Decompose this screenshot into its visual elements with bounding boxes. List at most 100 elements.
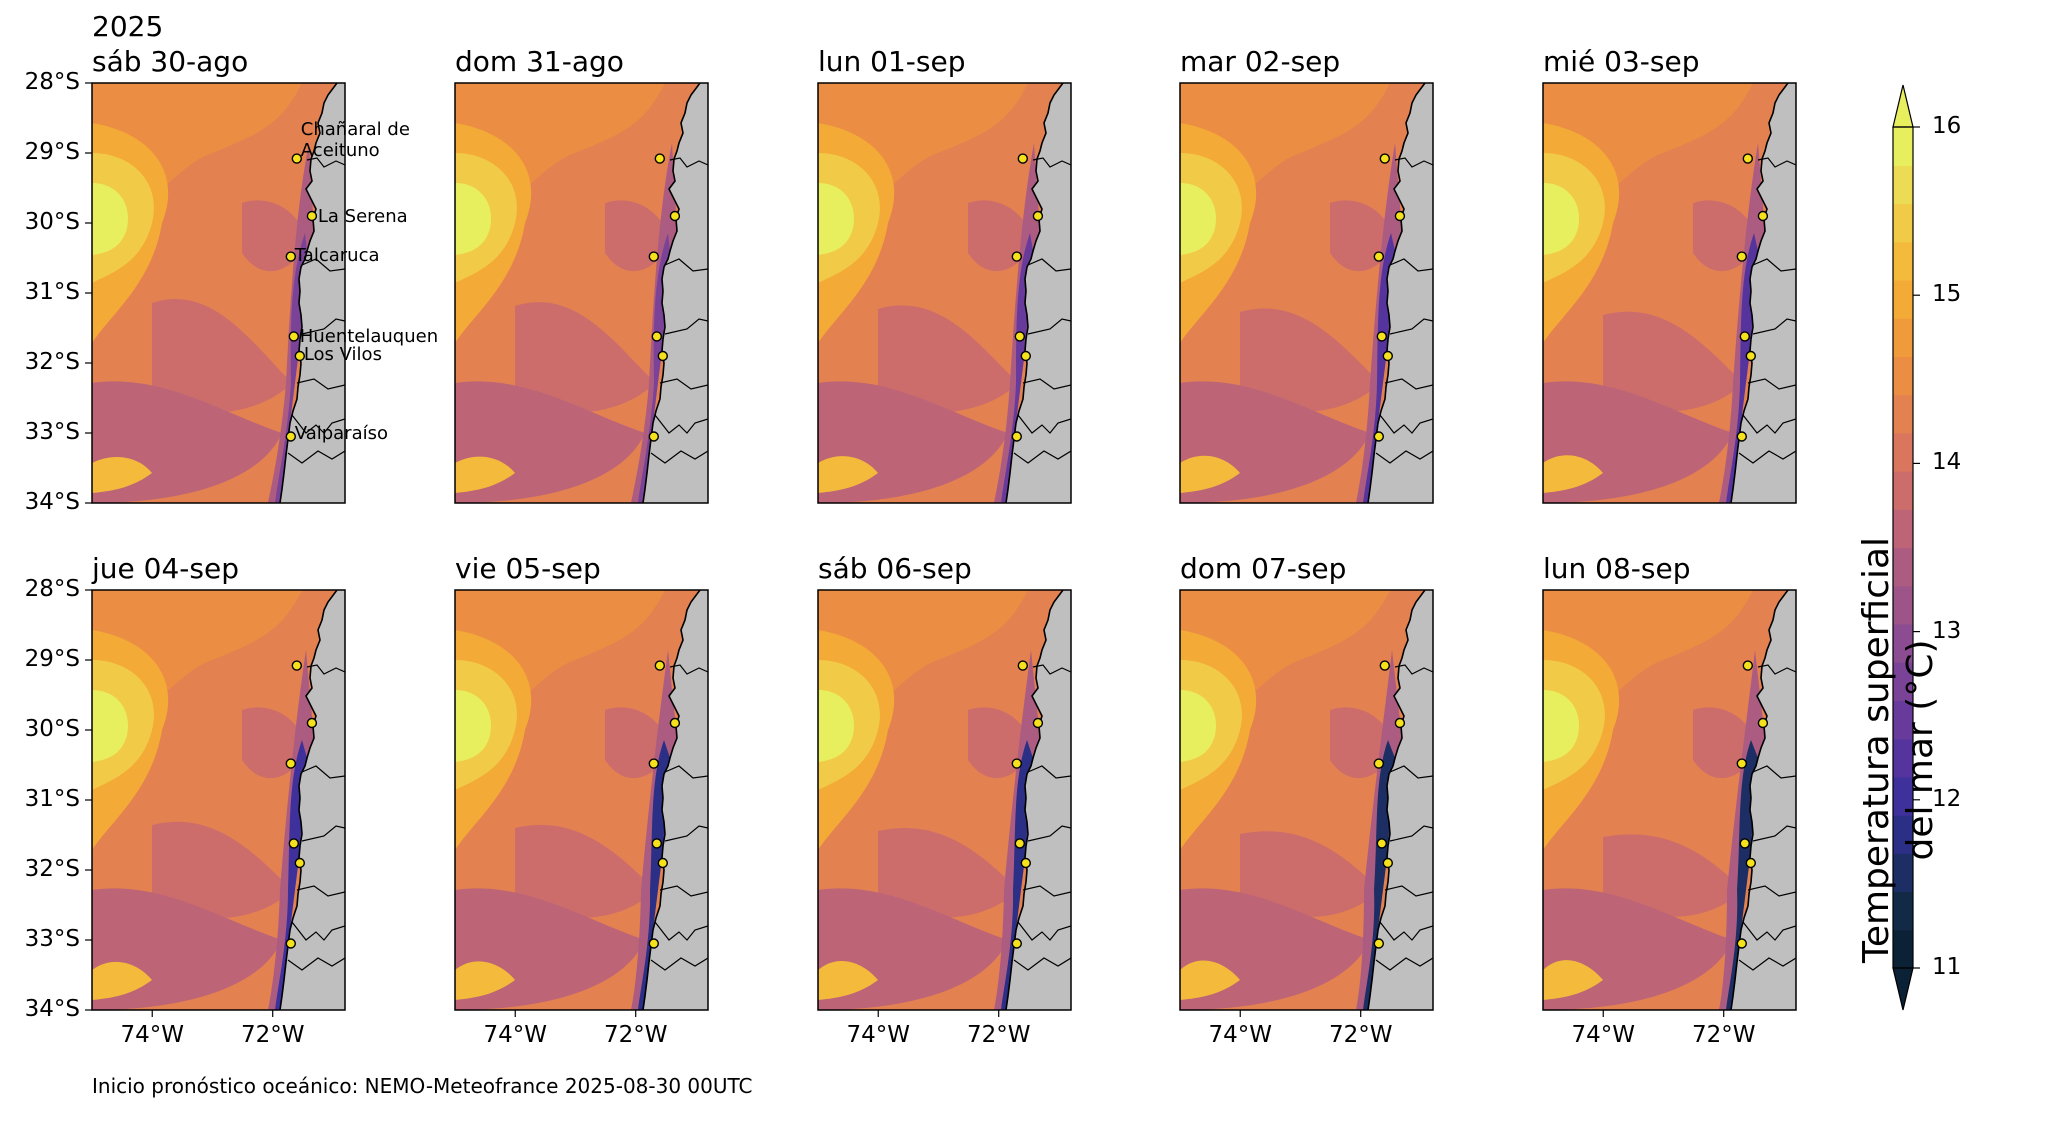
city-marker [652,332,661,341]
city-marker [1737,252,1746,261]
lat-tick-label: 29°S [0,139,80,165]
city-marker [289,332,298,341]
colorbar-tick-label: 16 [1932,113,1961,139]
lat-tick-label: 31°S [0,279,80,305]
city-marker [649,759,658,768]
lon-tick-label: 74°W [120,1022,184,1048]
map-panel [1543,83,1796,503]
city-marker [655,154,664,163]
lat-tick-label: 34°S [0,489,80,515]
city-label: Los Vilos [304,344,382,365]
lat-tick-label: 31°S [0,786,80,812]
city-marker [1374,252,1383,261]
city-marker [307,719,316,728]
city-marker [1395,719,1404,728]
map-panel [455,83,708,503]
colorbar-title-line2: del mar (°C) [1899,380,1943,1120]
city-marker [1380,154,1389,163]
colorbar-title: Temperatura superficial del mar (°C) [1855,380,1943,1120]
city-marker [1737,939,1746,948]
city-marker [286,759,295,768]
colorbar-band [1893,127,1913,166]
city-marker [1740,332,1749,341]
lon-tick-label: 74°W [483,1022,547,1048]
panel-date-title: lun 08-sep [1543,552,1691,585]
panel-date-title: jue 04-sep [92,552,239,585]
lat-tick-label: 32°S [0,349,80,375]
city-marker [670,212,679,221]
city-marker [1374,939,1383,948]
map-panel [1543,590,1796,1010]
lat-tick-label: 29°S [0,646,80,672]
lat-tick-label: 32°S [0,856,80,882]
lat-tick-label: 30°S [0,716,80,742]
lat-tick-label: 30°S [0,209,80,235]
city-marker [658,859,667,868]
city-label: Valparaíso [295,423,388,444]
city-marker [1377,839,1386,848]
city-marker [1015,332,1024,341]
map-panel [1180,83,1433,503]
city-marker [1015,839,1024,848]
colorbar-tick-label: 15 [1932,281,1961,307]
map-panel [818,590,1071,1010]
city-marker [1021,352,1030,361]
lat-tick-label: 33°S [0,926,80,952]
city-marker [1746,859,1755,868]
colorbar-band [1893,203,1913,242]
city-marker [1743,661,1752,670]
city-marker [670,719,679,728]
map-panel [92,590,345,1010]
map-panel [455,590,708,1010]
city-marker [286,939,295,948]
colorbar-band [1893,165,1913,204]
city-marker [1758,719,1767,728]
panel-date-title: dom 07-sep [1180,552,1346,585]
lon-tick-label: 72°W [241,1022,305,1048]
city-marker [655,661,664,670]
panel-date-title: sáb 06-sep [818,552,972,585]
lat-tick-label: 28°S [0,69,80,95]
city-marker [1380,661,1389,670]
city-marker [658,352,667,361]
colorbar-title-line1: Temperatura superficial [1855,380,1899,1120]
lon-tick-label: 72°W [1329,1022,1393,1048]
colorbar-band [1893,280,1913,319]
city-marker [1033,212,1042,221]
panel-date-title: sáb 30-ago [92,45,248,78]
city-marker [1737,432,1746,441]
map-panel [818,83,1071,503]
city-marker [1395,212,1404,221]
city-label: La Serena [318,206,408,227]
map-panel [1180,590,1433,1010]
panel-date-title: dom 31-ago [455,45,624,78]
lon-tick-label: 72°W [604,1022,668,1048]
year-label: 2025 [92,10,163,43]
city-marker [292,661,301,670]
city-marker [1018,154,1027,163]
city-marker [1737,759,1746,768]
city-marker [289,839,298,848]
city-marker [1746,352,1755,361]
city-label: Aceituno [301,140,380,161]
panel-date-title: mar 02-sep [1180,45,1340,78]
source-note: Inicio pronóstico oceánico: NEMO-Meteofr… [92,1074,753,1098]
city-marker [1018,661,1027,670]
colorbar-max-arrow [1893,85,1913,127]
lon-tick-label: 72°W [1692,1022,1756,1048]
colorbar-band [1893,318,1913,357]
city-label: Chañaral de [301,119,410,140]
city-marker [1383,352,1392,361]
city-marker [1374,432,1383,441]
lon-tick-label: 74°W [1208,1022,1272,1048]
forecast-maps-canvas [0,0,2055,1130]
lon-tick-label: 74°W [846,1022,910,1048]
city-marker [1012,759,1021,768]
lat-tick-label: 33°S [0,419,80,445]
city-marker [1021,859,1030,868]
city-marker [1740,839,1749,848]
lat-tick-label: 34°S [0,996,80,1022]
panel-date-title: vie 05-sep [455,552,601,585]
lon-tick-label: 72°W [967,1022,1031,1048]
city-marker [1012,939,1021,948]
